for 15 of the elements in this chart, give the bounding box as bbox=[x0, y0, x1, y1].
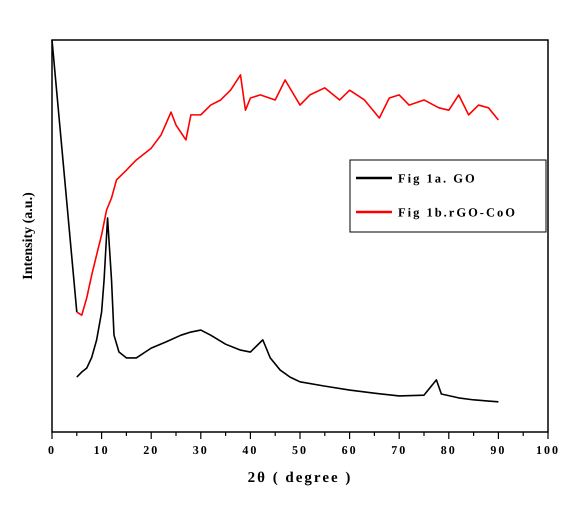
legend-label: Fig 1a. GO bbox=[398, 171, 477, 186]
x-tick-label: 90 bbox=[490, 443, 506, 457]
legend-label: Fig 1b.rGO-CoO bbox=[398, 205, 517, 220]
x-tick-label: 50 bbox=[292, 443, 308, 457]
y-axis-title: Intensity (a.u.) bbox=[21, 192, 36, 280]
x-tick-label: 10 bbox=[94, 443, 110, 457]
x-tick-label: 30 bbox=[192, 443, 209, 457]
x-tick-label: 100 bbox=[536, 443, 560, 457]
x-tick-label: 60 bbox=[342, 443, 358, 457]
x-tick-label: 20 bbox=[143, 443, 160, 457]
x-tick-label: 40 bbox=[242, 443, 258, 457]
x-tick-label: 80 bbox=[440, 443, 457, 457]
x-axis-title: 2θ ( degree ) bbox=[248, 470, 352, 486]
x-tick-label: 70 bbox=[391, 443, 408, 457]
x-tick-label: 0 bbox=[48, 443, 56, 457]
